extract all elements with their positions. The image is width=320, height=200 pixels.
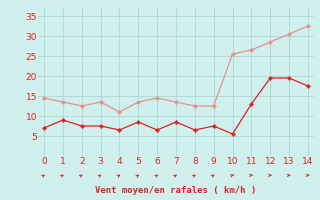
- X-axis label: Vent moyen/en rafales ( km/h ): Vent moyen/en rafales ( km/h ): [95, 186, 257, 195]
